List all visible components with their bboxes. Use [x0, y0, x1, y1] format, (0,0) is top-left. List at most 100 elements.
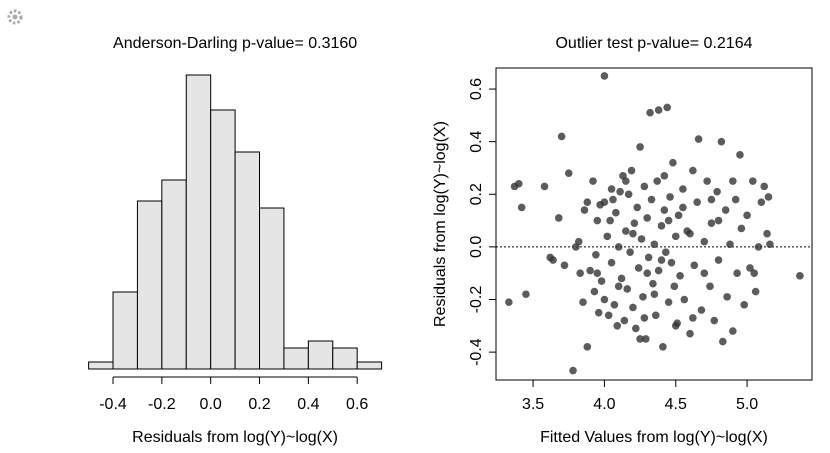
point — [620, 316, 629, 325]
point — [626, 248, 634, 256]
y-axis-label: Residuals from log(Y)~log(X) — [432, 121, 449, 327]
point — [624, 190, 633, 199]
point — [726, 240, 734, 249]
x-tick-label: 3.5 — [522, 396, 544, 413]
point — [733, 269, 741, 277]
point — [657, 222, 666, 230]
point — [522, 290, 530, 299]
point — [629, 229, 637, 238]
point — [676, 272, 684, 280]
point — [660, 206, 669, 214]
point — [736, 151, 744, 159]
point — [719, 337, 727, 346]
point — [593, 269, 602, 277]
point — [671, 232, 680, 241]
point — [630, 219, 639, 228]
point — [659, 343, 667, 351]
point — [654, 106, 663, 114]
point — [689, 314, 697, 322]
point — [594, 308, 603, 317]
point — [589, 177, 597, 185]
point — [586, 266, 594, 275]
bar — [161, 179, 187, 370]
bar — [185, 74, 212, 370]
point — [651, 311, 660, 320]
point — [583, 198, 592, 206]
point — [757, 198, 766, 206]
point — [637, 235, 646, 243]
point — [796, 272, 804, 280]
point — [661, 248, 670, 256]
point — [674, 211, 683, 220]
point — [754, 243, 763, 251]
point — [694, 135, 703, 143]
point — [679, 185, 687, 193]
gear-icon — [7, 9, 23, 25]
bar — [136, 200, 163, 370]
y-tick-label: -0.4 — [468, 338, 485, 366]
point — [750, 269, 759, 277]
point — [667, 258, 676, 267]
point — [660, 172, 669, 180]
point — [710, 316, 719, 325]
point — [627, 166, 636, 175]
point — [622, 177, 630, 185]
point — [644, 253, 653, 262]
point — [600, 72, 609, 80]
point — [583, 343, 592, 351]
point — [723, 293, 731, 301]
point — [686, 329, 694, 338]
point — [669, 158, 677, 167]
point — [700, 237, 709, 246]
point — [729, 327, 737, 335]
point — [600, 198, 609, 206]
point — [597, 277, 606, 285]
point — [612, 208, 620, 217]
point — [763, 229, 771, 238]
point — [707, 219, 716, 228]
x-tick-label: -0.4 — [99, 396, 127, 413]
point — [640, 182, 649, 191]
point — [515, 179, 523, 188]
point — [616, 187, 624, 196]
point — [580, 206, 589, 214]
point — [554, 214, 563, 222]
point — [609, 195, 617, 204]
bar — [283, 347, 309, 370]
point — [764, 193, 773, 201]
point — [713, 187, 721, 196]
point — [646, 108, 654, 117]
point — [557, 132, 566, 141]
point — [636, 143, 644, 151]
point — [643, 269, 652, 277]
point — [629, 303, 637, 312]
point — [714, 216, 723, 225]
x-tick-label: 0.4 — [297, 396, 319, 413]
x-tick-label: -0.2 — [148, 396, 176, 413]
point — [640, 314, 649, 322]
x-axis-label: Fitted Values from log(Y)~log(X) — [540, 429, 768, 446]
point — [633, 203, 642, 212]
point — [622, 227, 630, 235]
x-tick-label: 4.0 — [593, 396, 615, 413]
point — [664, 216, 673, 225]
point — [654, 266, 663, 275]
point — [649, 279, 657, 288]
chart-title: Anderson-Darling p-value= 0.3160 — [113, 35, 357, 52]
point — [729, 177, 737, 185]
point — [686, 229, 694, 238]
plot-frame — [495, 67, 813, 381]
point — [650, 240, 659, 249]
x-tick-label: 0.2 — [248, 396, 270, 413]
bar — [259, 207, 285, 370]
bar — [210, 109, 236, 370]
point — [721, 206, 730, 214]
point — [549, 256, 557, 264]
point — [703, 177, 711, 185]
point — [650, 290, 659, 299]
point — [657, 256, 666, 264]
point — [641, 335, 650, 343]
point — [617, 274, 626, 283]
point — [600, 295, 609, 304]
